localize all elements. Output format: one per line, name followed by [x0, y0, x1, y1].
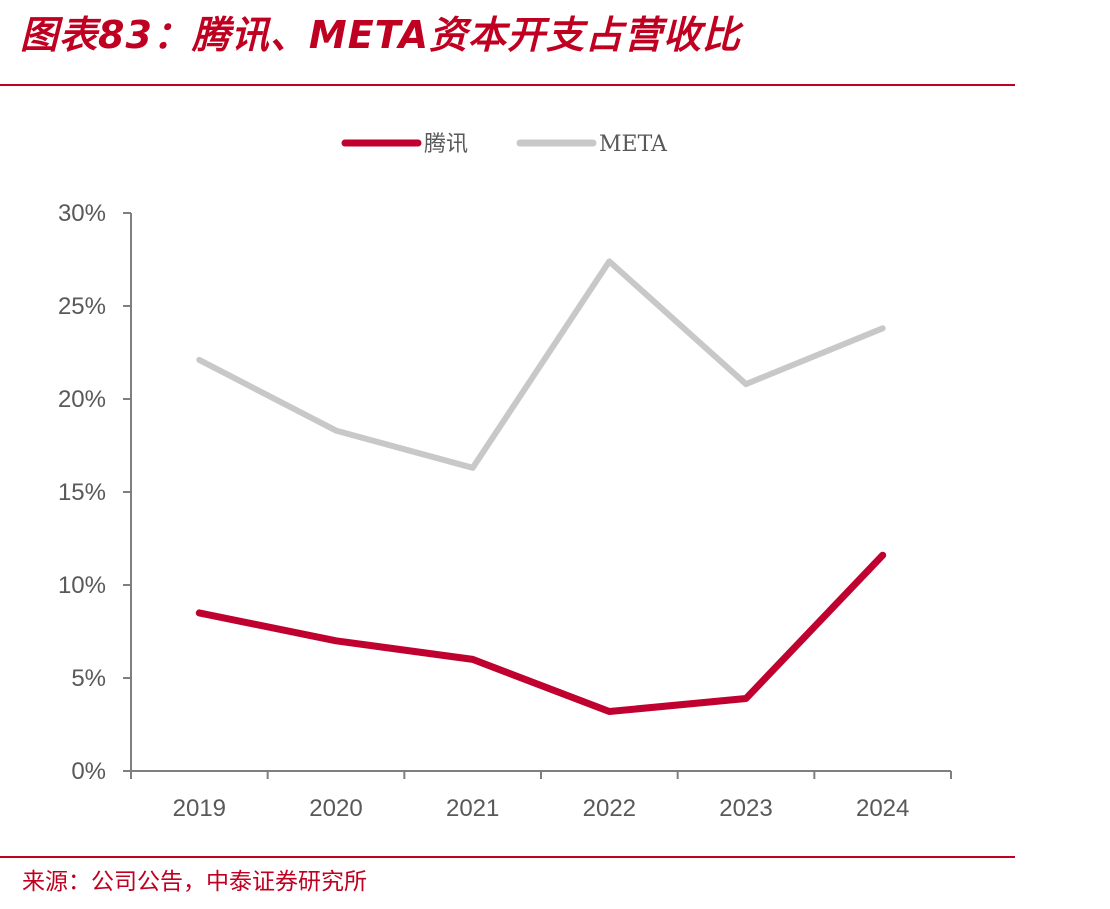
x-tick-label: 2019 — [173, 795, 226, 822]
x-tick-label: 2020 — [309, 795, 362, 822]
y-tick-label: 30% — [58, 200, 106, 227]
y-tick-label: 5% — [71, 665, 106, 692]
y-tick-label: 10% — [58, 572, 106, 599]
x-tick-label: 2022 — [583, 795, 636, 822]
bottom-divider — [0, 856, 1015, 858]
x-tick-label: 2021 — [446, 795, 499, 822]
x-tick-label: 2024 — [856, 795, 909, 822]
y-tick-label: 0% — [71, 758, 106, 785]
series-line-tencent — [195, 551, 887, 715]
x-tick-label: 2023 — [719, 795, 772, 822]
y-tick-label: 20% — [58, 386, 106, 413]
series-line-meta — [196, 258, 886, 471]
legend-label-tencent: 腾讯 — [424, 132, 468, 157]
chart-title: 图表83：腾讯、META资本开支占营收比 — [20, 13, 742, 57]
top-divider — [0, 84, 1015, 86]
source-note: 来源：公司公告，中泰证券研究所 — [22, 869, 367, 895]
legend-label-meta: META — [599, 132, 668, 157]
legend: 腾讯 META — [341, 132, 668, 157]
y-tick-label: 25% — [58, 293, 106, 320]
series-lines — [195, 258, 887, 715]
axes: 0% 5% 10% 15% 20% 25% 30% 2019 2020 2021 2022 2023 2… — [58, 200, 952, 822]
y-tick-label: 15% — [58, 479, 106, 506]
